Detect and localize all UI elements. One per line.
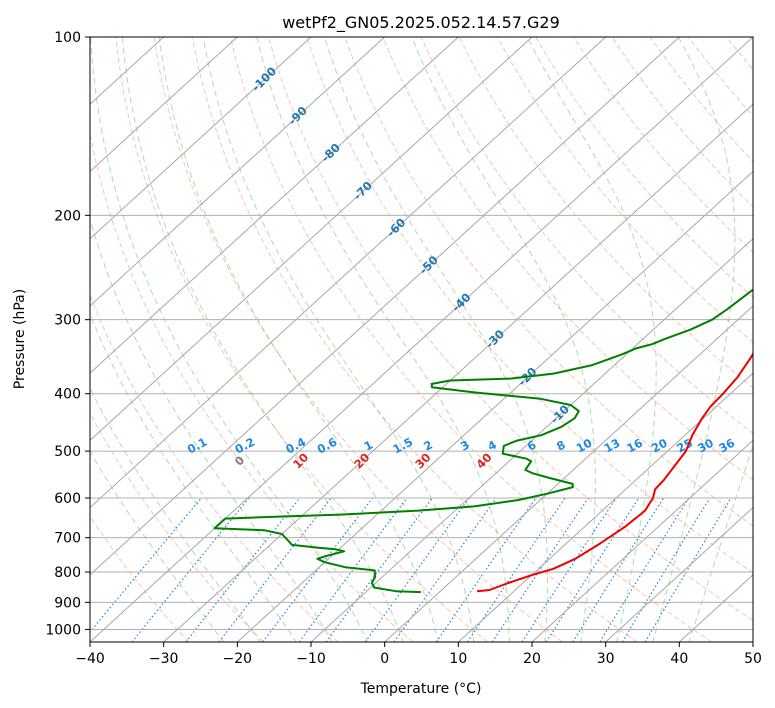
isotherm-line (384, 305, 753, 642)
moist-adiabat-line (158, 37, 440, 642)
isotherm-line (90, 37, 533, 442)
y-tick-label: 800 (54, 565, 81, 581)
temperature-line (477, 352, 753, 593)
y-tick-label: 600 (54, 491, 81, 507)
x-tick-label: 40 (670, 651, 688, 667)
mixing-ratio-line (298, 497, 408, 642)
dry-adiabat-line (90, 412, 264, 642)
mixing-ratio-line (325, 497, 433, 642)
isotherm-line (457, 372, 753, 642)
plot-area: -100-90-80-70-60-50-40-30-20-100.1 0.2 0.4… (90, 37, 753, 642)
y-axis-ticks: 100 200 300 400 500 600 700 800 900 1000 (45, 30, 90, 638)
x-tick-label: −10 (296, 651, 326, 667)
isotherm-line (90, 37, 607, 509)
plot-frame (89, 36, 754, 643)
isotherms (90, 37, 753, 642)
mixing-ratio-line (599, 497, 690, 642)
isotherm-line (310, 237, 753, 642)
x-tick-label: −30 (149, 651, 179, 667)
dry-adiabat-line (191, 37, 638, 642)
dry-adiabat-line (268, 37, 753, 622)
line-label: 13 (602, 436, 623, 456)
moist-adiabat-line (90, 450, 225, 642)
mixing-ratio-line (466, 497, 566, 642)
mixing-ratio-line (644, 497, 732, 642)
pressure-gridlines (90, 37, 753, 630)
y-tick-label: 200 (54, 208, 81, 224)
y-tick-label: 500 (54, 444, 81, 460)
moist-adiabat-line (90, 37, 369, 642)
y-axis-label: Pressure (hPa) (12, 289, 28, 389)
x-tick-label: −40 (75, 651, 105, 667)
isotherm-line (90, 37, 386, 307)
y-tick-label: 900 (54, 595, 81, 611)
dry-adiabat-line (382, 37, 753, 481)
isotherm-line (90, 37, 459, 374)
moist-adiabat-line (688, 443, 753, 642)
mixing-ratio-line (491, 497, 589, 642)
x-tick-label: 10 (449, 651, 467, 667)
x-tick-label: 50 (744, 651, 762, 667)
mixing-ratio-line (90, 497, 202, 633)
dry-adiabat-line (306, 37, 753, 574)
mixing-ratio-lines (90, 497, 732, 642)
moist-adiabat-line (90, 217, 333, 642)
mixing-ratio-line (572, 497, 665, 642)
isotherm-line (90, 37, 312, 240)
x-tick-label: 30 (597, 651, 615, 667)
profile-series (213, 288, 753, 594)
dry-adiabat-line (153, 37, 563, 642)
mixing-ratio-line (131, 497, 250, 642)
x-tick-label: −20 (223, 651, 253, 667)
isotherm-line (90, 37, 753, 642)
moist-adiabat-line (256, 37, 510, 642)
mixing-ratio-line (621, 497, 711, 642)
line-label: 36 (716, 436, 737, 456)
moist-adiabat-line (526, 37, 657, 642)
moist-adiabat-line (121, 37, 404, 642)
line-label: 20 (649, 436, 670, 456)
mixing-ratio-line (545, 497, 640, 642)
line-label: 16 (624, 436, 645, 456)
isotherm-line (90, 37, 238, 173)
x-tick-label: 20 (523, 651, 541, 667)
isotherm-line (531, 439, 753, 642)
y-tick-label: 700 (54, 531, 81, 547)
dry-adiabat-line (420, 37, 753, 435)
chart-title: wetPf2_GN05.2025.052.14.57.G29 (282, 13, 560, 33)
moist-adiabat-line (90, 313, 297, 642)
y-tick-label: 100 (54, 30, 81, 46)
dry-adiabat-line (115, 37, 488, 642)
moist-adiabat-line (324, 37, 548, 642)
isotherm-line (605, 506, 753, 642)
moist-adiabat-line (202, 37, 475, 642)
y-tick-label: 400 (54, 387, 81, 403)
x-tick-label: 0 (380, 651, 389, 667)
isotherm-line (90, 37, 680, 576)
y-tick-label: 1000 (45, 622, 81, 638)
mixing-ratio-line (364, 497, 470, 642)
mixing-ratio-line (185, 497, 301, 642)
moist-adiabat-line (411, 37, 596, 642)
x-axis-ticks: −40 −30 −20 −10 0 10 20 30 40 50 (75, 642, 762, 667)
moist-adiabats (90, 37, 753, 642)
moist-adiabat-line (90, 387, 261, 642)
line-label: 10 (574, 436, 595, 456)
isotherm-line (236, 170, 753, 642)
dewpoint-line (213, 288, 753, 594)
mixing-ratio-line (218, 497, 332, 642)
x-axis-label: Temperature (°C) (360, 681, 482, 697)
y-tick-label: 300 (54, 313, 81, 329)
line-label: 30 (695, 436, 716, 456)
dry-adiabat-line (535, 37, 753, 298)
moist-adiabat-line (652, 37, 736, 642)
isotherm-line (163, 103, 753, 642)
dry-adiabat-line (496, 37, 753, 344)
